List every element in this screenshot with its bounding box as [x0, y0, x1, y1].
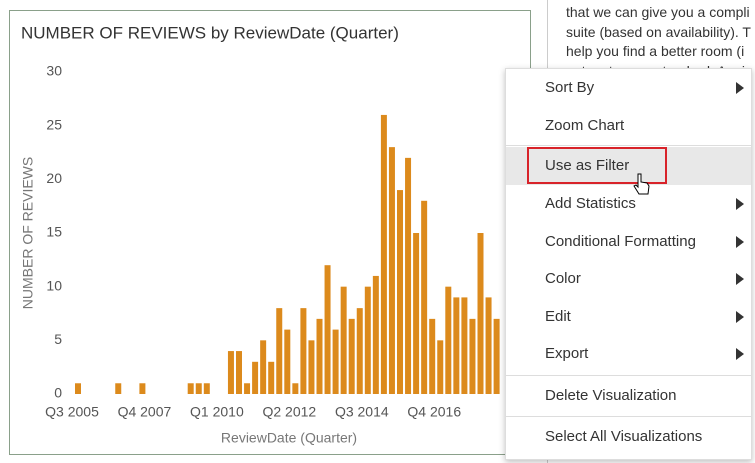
bar [453, 297, 460, 394]
bar [445, 286, 452, 394]
bar [332, 329, 339, 394]
chart-title: NUMBER OF REVIEWS by ReviewDate (Quarter… [21, 23, 399, 42]
context-menu: Sort By Zoom Chart Use as Filter Add Statis… [505, 68, 752, 460]
bar [195, 383, 202, 394]
menu-item-label: Zoom Chart [545, 117, 625, 134]
menu-item[interactable]: Add Statistics [506, 185, 751, 223]
bar [115, 383, 122, 394]
x-tick-label: Q3 2014 [335, 404, 389, 420]
x-tick-label: Q1 2010 [190, 404, 244, 420]
bar [372, 275, 379, 394]
bar [187, 383, 194, 394]
menu-separator [506, 145, 751, 146]
hand-cursor [633, 173, 650, 195]
submenu-arrow [736, 348, 744, 360]
y-tick-label: 20 [46, 170, 62, 186]
bar [356, 308, 363, 394]
menu-item-label: Add Statistics [545, 195, 636, 212]
submenu-arrow [736, 236, 744, 248]
bar [493, 318, 500, 394]
menu-item[interactable]: Delete Visualization [506, 377, 751, 415]
menu-item[interactable]: Edit [506, 298, 751, 336]
menu-item-label: Sort By [545, 79, 595, 96]
bar [139, 383, 146, 394]
bar [324, 265, 331, 394]
bar [437, 340, 444, 394]
submenu-arrow [736, 82, 744, 94]
background-text-line: that we can give you a compli [566, 4, 750, 20]
y-tick-label: 30 [46, 63, 62, 79]
bar [413, 233, 420, 394]
bar [75, 383, 81, 394]
bar [260, 340, 267, 394]
submenu-arrow [736, 273, 744, 285]
x-tick-label: Q2 2012 [262, 404, 316, 420]
x-axis-title: ReviewDate (Quarter) [221, 430, 357, 446]
bar [397, 190, 403, 394]
bar [203, 383, 210, 394]
x-tick-label: Q4 2007 [118, 404, 172, 420]
menu-item-label: Color [545, 270, 581, 287]
chart: NUMBER OF REVIEWS by ReviewDate (Quarter… [9, 10, 531, 455]
submenu-arrow [736, 311, 744, 323]
bar [405, 157, 412, 394]
bar [236, 351, 242, 394]
bar [284, 329, 291, 394]
bar [276, 308, 283, 394]
bar [469, 318, 476, 394]
bar [300, 308, 307, 394]
menu-item[interactable]: Sort By [506, 69, 751, 107]
bar [364, 286, 371, 394]
bar [227, 351, 234, 394]
bar [292, 383, 299, 394]
menu-item[interactable]: Conditional Formatting [506, 223, 751, 261]
bar [316, 318, 323, 394]
bar [268, 361, 275, 394]
highlight-box [527, 147, 667, 184]
x-tick-label: Q4 2016 [407, 404, 461, 420]
y-axis-title: NUMBER OF REVIEWS [20, 157, 36, 309]
menu-item[interactable]: Zoom Chart [506, 107, 751, 145]
y-tick-label: 10 [46, 277, 62, 293]
bar [388, 147, 395, 394]
menu-separator [506, 375, 751, 376]
menu-item[interactable]: Color [506, 260, 751, 298]
bar [348, 318, 355, 394]
bar [244, 383, 251, 394]
x-tick-label: Q3 2005 [45, 404, 99, 420]
menu-item[interactable]: Export [506, 335, 751, 373]
menu-item[interactable]: Use as Filter [506, 147, 751, 185]
menu-item-label: Edit [545, 308, 571, 325]
menu-item[interactable]: Select All Visualizations [506, 418, 751, 456]
bar [485, 297, 492, 394]
bar [421, 200, 428, 394]
menu-item-label: Use as Filter [545, 157, 630, 174]
y-tick-label: 5 [54, 331, 62, 347]
bar [429, 318, 436, 394]
bar [340, 286, 347, 394]
y-tick-label: 15 [46, 224, 62, 240]
menu-item-label: Conditional Formatting [545, 233, 696, 250]
bar [252, 361, 259, 394]
menu-item-label: Select All Visualizations [545, 428, 703, 445]
bar [308, 340, 315, 394]
menu-item-label: Export [545, 345, 589, 362]
bar [461, 297, 468, 394]
bar [380, 114, 387, 394]
menu-separator [506, 416, 751, 417]
bar [477, 233, 484, 394]
menu-item-label: Delete Visualization [545, 387, 677, 404]
background-text-line: suite (based on availability). T [566, 23, 751, 40]
submenu-arrow [736, 198, 744, 210]
y-tick-label: 25 [46, 116, 62, 132]
y-tick-label: 0 [54, 385, 62, 401]
background-text-line: help you find a better room (i [566, 43, 745, 59]
